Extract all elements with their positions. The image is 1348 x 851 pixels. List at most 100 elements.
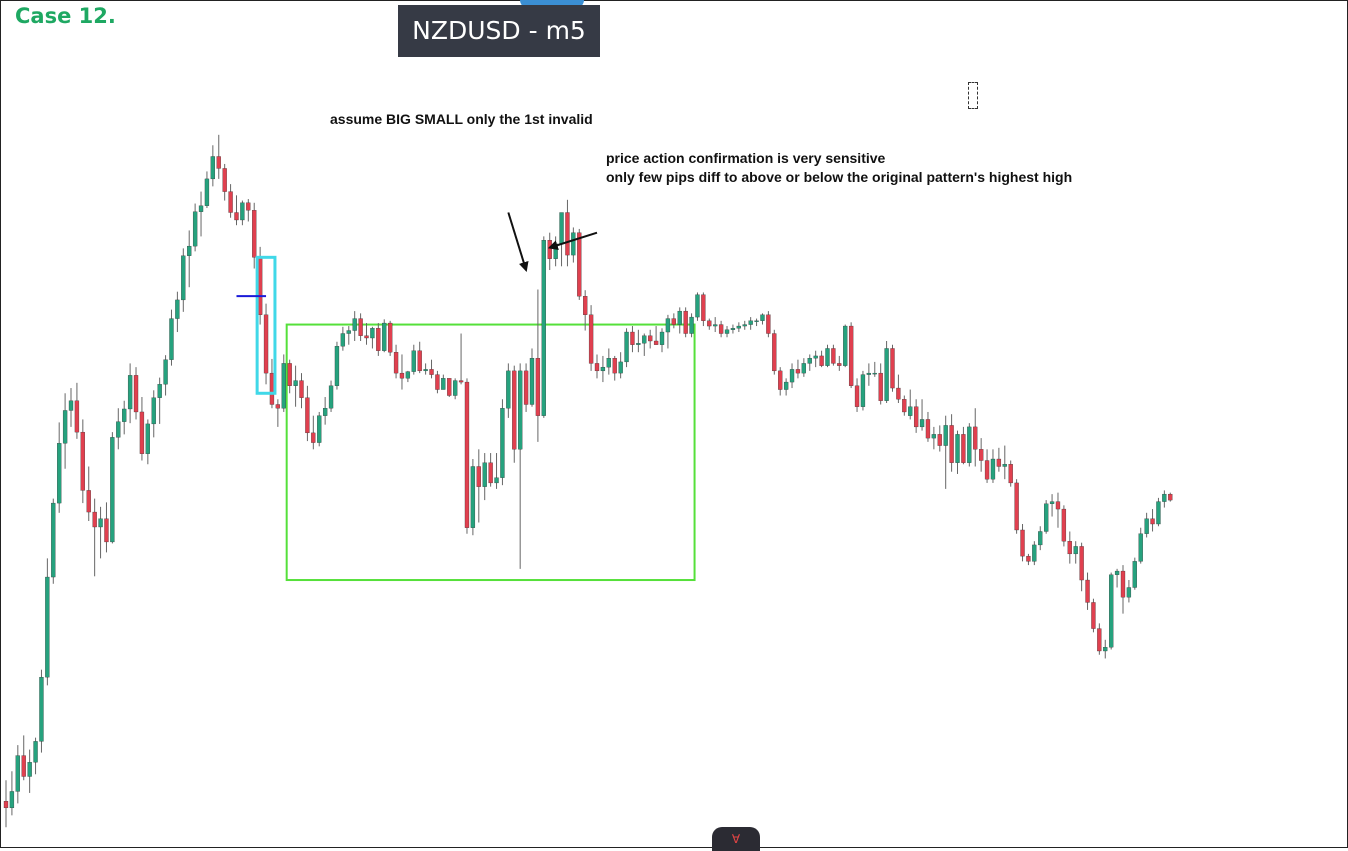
badge-decoration xyxy=(520,0,584,8)
bearish-candle xyxy=(1008,464,1013,484)
bullish-candle xyxy=(210,156,216,180)
bearish-candle xyxy=(287,363,292,386)
bullish-candle xyxy=(163,359,168,385)
bullish-candle xyxy=(27,762,32,777)
bearish-candle xyxy=(299,380,304,398)
bullish-candle xyxy=(713,324,718,327)
bullish-candle xyxy=(51,502,56,578)
bearish-candle xyxy=(246,202,251,211)
bearish-candle xyxy=(653,340,659,345)
bearish-candle xyxy=(387,322,393,353)
bearish-candle xyxy=(772,333,777,372)
bullish-candle xyxy=(405,371,411,379)
annotation-line-2: only few pips diff to above or below the… xyxy=(606,169,1073,185)
bullish-candle xyxy=(1044,503,1049,532)
bearish-candle xyxy=(766,314,771,334)
bearish-candle xyxy=(263,314,269,374)
bearish-candle xyxy=(104,518,109,543)
bearish-candle xyxy=(979,449,984,461)
bullish-candle xyxy=(441,378,446,390)
bullish-candle xyxy=(677,310,682,325)
bullish-candle xyxy=(1032,544,1037,562)
bullish-candle xyxy=(730,328,736,330)
text-cursor-box xyxy=(968,82,978,109)
bearish-candle xyxy=(1014,482,1019,531)
bearish-candle xyxy=(1097,628,1102,652)
case-title: Case 12. xyxy=(15,4,116,28)
bottom-tab[interactable]: ∀ xyxy=(712,827,760,851)
bullish-candle xyxy=(506,370,511,409)
bearish-candle xyxy=(819,355,824,366)
bullish-candle xyxy=(754,320,759,322)
bullish-candle xyxy=(736,325,741,329)
bearish-candle xyxy=(925,419,931,439)
bearish-candle xyxy=(890,348,895,389)
bearish-candle xyxy=(393,352,399,374)
bearish-candle xyxy=(1067,541,1072,555)
bullish-candle xyxy=(600,366,606,372)
logo-glyph-icon: ∀ xyxy=(731,832,741,846)
bullish-candle xyxy=(1162,493,1167,502)
bullish-candle xyxy=(618,361,623,374)
bullish-candle xyxy=(665,318,671,333)
bearish-candle xyxy=(577,232,582,297)
bearish-candle xyxy=(417,350,422,372)
bullish-candle xyxy=(943,425,948,446)
bullish-candle xyxy=(15,755,20,792)
bullish-candle xyxy=(334,346,340,386)
bearish-candle xyxy=(949,425,954,463)
bearish-candle xyxy=(565,212,570,256)
bearish-candle xyxy=(358,318,363,336)
bullish-candle xyxy=(571,232,576,256)
bullish-candle xyxy=(559,212,564,245)
bearish-candle xyxy=(1061,508,1067,542)
bearish-candle xyxy=(913,406,919,428)
bullish-candle xyxy=(1103,647,1108,652)
bullish-candle xyxy=(1126,587,1132,598)
bullish-candle xyxy=(636,343,641,345)
bearish-candle xyxy=(848,325,854,386)
bullish-candle xyxy=(204,178,210,206)
bearish-candle xyxy=(133,375,139,413)
bullish-candle xyxy=(45,576,50,678)
consolidation-range-box xyxy=(285,323,696,582)
bearish-candle xyxy=(648,335,653,342)
bearish-candle xyxy=(1020,529,1025,557)
bearish-candle xyxy=(74,400,80,433)
bullish-candle xyxy=(884,348,889,401)
bullish-candle xyxy=(352,318,357,331)
bearish-candle xyxy=(512,370,517,450)
bullish-candle xyxy=(689,316,694,334)
bearish-candle xyxy=(1085,579,1090,603)
bearish-candle xyxy=(671,318,676,325)
bullish-candle xyxy=(990,458,996,480)
bearish-candle xyxy=(234,212,239,221)
bullish-candle xyxy=(281,363,286,409)
bearish-candle xyxy=(476,466,481,487)
bullish-candle xyxy=(157,384,162,398)
bullish-candle xyxy=(328,385,334,409)
bearish-candle xyxy=(376,328,381,351)
bullish-candle xyxy=(1049,501,1055,504)
bullish-candle xyxy=(931,434,937,439)
bullish-candle xyxy=(529,358,535,405)
bullish-candle xyxy=(807,358,812,364)
bearish-candle xyxy=(1168,493,1173,501)
bullish-candle xyxy=(482,462,487,487)
bullish-candle xyxy=(789,369,795,383)
bullish-candle xyxy=(322,408,328,416)
bullish-candle xyxy=(760,314,765,321)
annotation-arrow-1 xyxy=(507,212,529,272)
bullish-candle xyxy=(33,741,38,763)
bullish-candle xyxy=(1109,574,1114,648)
bearish-candle xyxy=(269,372,275,405)
bullish-candle xyxy=(57,443,62,504)
bearish-candle xyxy=(547,239,552,259)
bearish-candle xyxy=(854,385,860,407)
bullish-candle xyxy=(127,375,133,410)
bearish-candle xyxy=(961,434,966,463)
bearish-candle xyxy=(1091,602,1096,629)
bullish-candle xyxy=(843,325,848,366)
bearish-candle xyxy=(523,370,529,405)
